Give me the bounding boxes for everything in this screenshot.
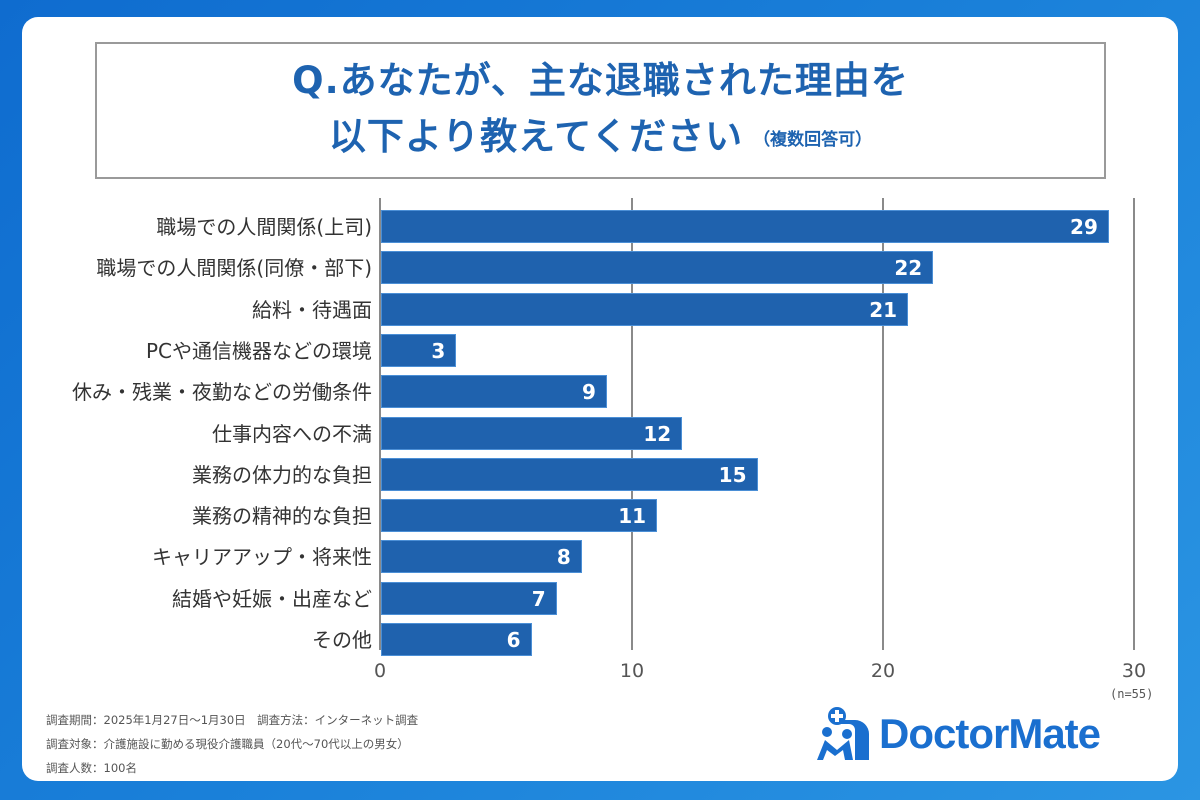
bar: 12 [381,416,683,450]
category-label: 休み・残業・夜勤などの労働条件 [72,380,372,405]
bar: 3 [381,333,457,367]
category-label: 業務の精神的な負担 [192,504,372,529]
category-label: 給料・待遇面 [252,297,372,322]
title-line-2: 以下より教えてください （複数回答可） [329,109,872,168]
category-label: 職場での人間関係(同僚・部下) [96,256,372,281]
bar-value-label: 12 [643,421,672,446]
bar: 8 [381,540,582,574]
bar-value-label: 7 [531,586,546,611]
y-axis-line [379,198,381,650]
bar-row: 給料・待遇面 21 [0,292,1200,327]
bar-row: 職場での人間関係(上司) 29 [0,210,1200,244]
category-label: PCや通信機器などの環境 [145,338,372,363]
category-label: 職場での人間関係(上司) [156,215,372,239]
bar-value-label: 8 [556,545,571,570]
title-line-1: Q.あなたが、主な退職された理由を [292,59,909,102]
bar-row: キャリアアップ・将来性 8 [0,540,1200,574]
bar-row: その他 6 [0,623,1200,657]
category-label: キャリアアップ・将来性 [152,545,372,570]
bar: 29 [381,210,1109,243]
multiple-answer-note: （複数回答可） [753,130,873,150]
x-tick-0: 0 [373,660,387,682]
bar-value-label: 11 [618,504,647,529]
bar-value-label: 21 [869,297,898,322]
bar-value-label: 29 [1070,215,1098,239]
bar: 21 [381,292,909,326]
bar-row: 結婚や妊娠・出産など 7 [0,581,1200,616]
bar: 15 [381,457,758,491]
bar: 11 [381,499,658,533]
x-tick-10: 10 [619,660,645,682]
logo-wordmark: DoctorMate [879,710,1101,757]
footnote-period-method: 調査期間：2025年1月27日〜1月30日 調査方法：インターネット調査 [46,713,419,727]
x-tick-30: 30 [1121,660,1147,682]
bar-row: 仕事内容への不満 12 [0,416,1200,451]
sample-size-note: (n=55) [1110,687,1154,701]
gridline-20 [882,198,884,650]
doctormate-logo-icon [817,707,869,760]
gridline-30 [1133,198,1135,650]
footnote-count: 調査人数：100名 [46,761,137,775]
category-label: 結婚や妊娠・出産など [172,586,372,611]
category-label: 仕事内容への不満 [212,421,372,446]
bar-row: PCや通信機器などの環境 3 [0,333,1200,368]
bar-row: 業務の体力的な負担 15 [0,457,1200,492]
category-label: その他 [312,628,372,652]
bar: 9 [381,375,607,409]
bar-value-label: 9 [581,380,596,405]
bar: 6 [381,623,532,656]
bar-value-label: 22 [894,256,923,281]
bar-row: 業務の精神的な負担 11 [0,499,1200,533]
bar-value-label: 3 [431,338,446,363]
bar: 22 [381,251,934,285]
doctormate-logo: DoctorMate [815,706,1101,762]
x-tick-20: 20 [870,660,896,682]
bar-row: 職場での人間関係(同僚・部下) 22 [0,251,1200,285]
category-label: 業務の体力的な負担 [192,462,372,487]
bar: 7 [381,581,557,615]
survey-footnotes: 調査期間：2025年1月27日〜1月30日 調査方法：インターネット調査 調査対… [46,708,418,780]
bar-row: 休み・残業・夜勤などの労働条件 9 [0,375,1200,409]
question-title-box: Q.あなたが、主な退職された理由を 以下より教えてください （複数回答可） [95,42,1106,179]
title-line-2-text: 以下より教えてください [328,115,744,158]
bar-value-label: 15 [718,462,747,487]
footnote-target: 調査対象：介護施設に勤める現役介護職員（20代〜70代以上の男女） [46,737,409,751]
bar-value-label: 6 [506,628,521,652]
